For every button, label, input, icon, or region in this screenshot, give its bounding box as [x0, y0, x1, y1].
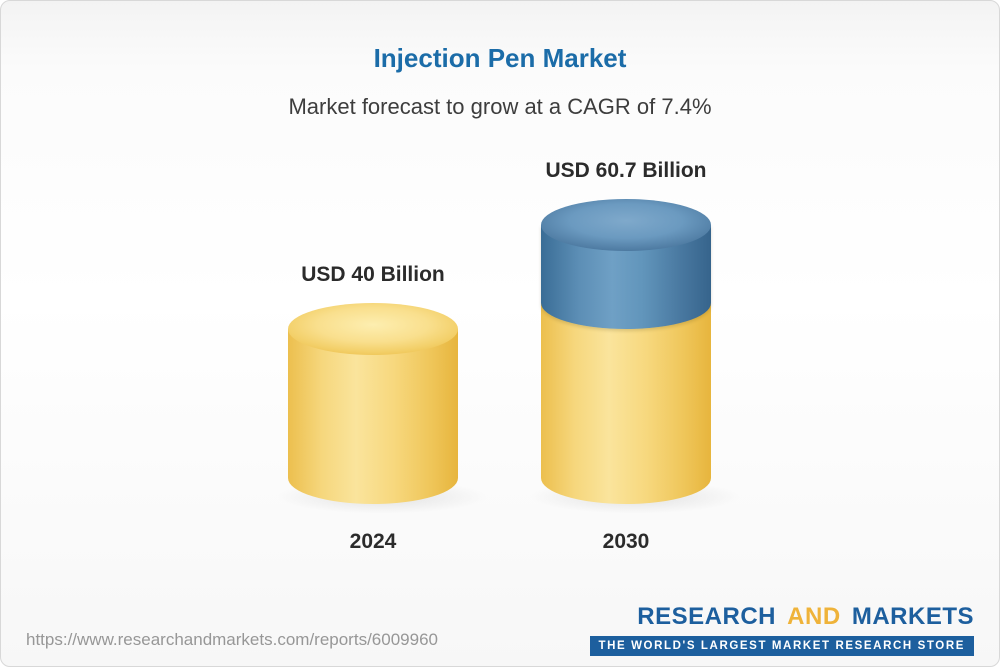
- chart-title: Injection Pen Market: [373, 43, 627, 73]
- value-label-2030: USD 60.7 Billion: [545, 159, 707, 182]
- report-url: https://www.researchandmarkets.com/repor…: [26, 630, 438, 649]
- header: Injection Pen Market Market forecast to …: [1, 43, 999, 120]
- x-axis-label-2030: 2030: [602, 530, 650, 553]
- cylinder-top-2024: [288, 303, 458, 355]
- base-segment-2024: [288, 329, 458, 504]
- base-segment-2030: [541, 303, 711, 504]
- chart-subtitle: Market forecast to grow at a CAGR of 7.4…: [288, 94, 712, 119]
- bar-group-2024: USD 40 Billion 2024: [276, 263, 488, 553]
- logo-tagline: THE WORLD'S LARGEST MARKET RESEARCH STOR…: [589, 636, 974, 656]
- bar-group-2030: USD 60.7 Billion 2030: [529, 159, 741, 553]
- research-and-markets-logo: RESEARCH AND MARKETS THE WORLD'S LARGEST…: [589, 603, 975, 656]
- x-axis-label-2024: 2024: [349, 530, 397, 553]
- cylinder-2030: USD 60.7 Billion 2030: [529, 159, 741, 553]
- cylinder-top-2030: [541, 199, 711, 251]
- cylinder-2024: USD 40 Billion 2024: [276, 263, 488, 553]
- logo-word-markets: MARKETS: [851, 603, 974, 630]
- logo-word-and: AND: [787, 603, 841, 630]
- logo-wordmark: RESEARCH AND MARKETS: [590, 603, 975, 631]
- logo-word-research: RESEARCH: [637, 603, 776, 630]
- value-label-2024: USD 40 Billion: [301, 263, 445, 286]
